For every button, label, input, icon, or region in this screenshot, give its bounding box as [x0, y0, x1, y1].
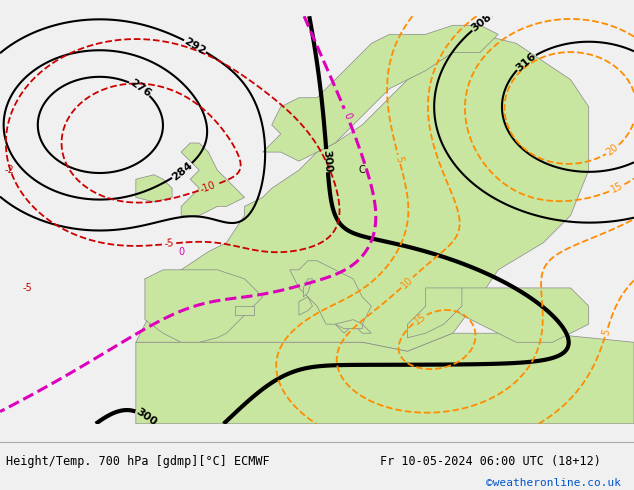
- Text: 15: 15: [412, 311, 428, 326]
- Text: 15: 15: [609, 181, 625, 195]
- Text: 10: 10: [399, 275, 415, 291]
- Text: 20: 20: [605, 142, 621, 158]
- Text: Height/Temp. 700 hPa [gdmp][°C] ECMWF: Height/Temp. 700 hPa [gdmp][°C] ECMWF: [6, 455, 270, 468]
- Text: 316: 316: [514, 50, 538, 74]
- Text: 5: 5: [601, 328, 612, 337]
- Text: 300: 300: [321, 149, 333, 172]
- Text: 284: 284: [170, 160, 195, 182]
- Text: 0: 0: [178, 246, 184, 257]
- Text: 276: 276: [127, 77, 152, 99]
- Text: -5: -5: [22, 283, 32, 293]
- Text: -2: -2: [4, 165, 14, 175]
- Text: 308: 308: [470, 12, 494, 34]
- Text: 292: 292: [183, 36, 208, 56]
- Text: C: C: [359, 165, 366, 175]
- Text: ©weatheronline.co.uk: ©weatheronline.co.uk: [486, 477, 621, 488]
- Text: -5: -5: [164, 239, 174, 249]
- Text: 0: 0: [341, 111, 353, 121]
- Text: 300: 300: [134, 406, 158, 428]
- Text: Fr 10-05-2024 06:00 UTC (18+12): Fr 10-05-2024 06:00 UTC (18+12): [380, 455, 601, 468]
- Text: -10: -10: [198, 180, 217, 195]
- Text: 5: 5: [394, 155, 404, 164]
